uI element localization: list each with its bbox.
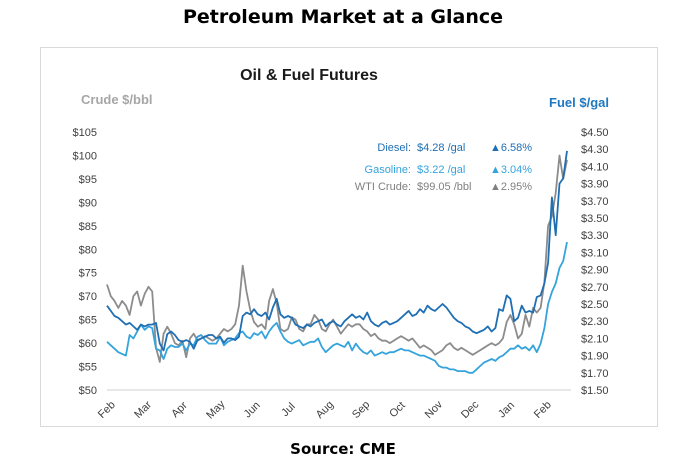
x-tick-label: Jan: [496, 399, 517, 420]
right-tick-label: $3.50: [581, 213, 609, 225]
right-tick-label: $2.30: [581, 316, 609, 328]
right-axis-title: Fuel $/gal: [549, 95, 609, 110]
x-tick-label: Jun: [242, 399, 263, 420]
right-tick-label: $2.50: [581, 299, 609, 311]
left-tick-label: $105: [73, 127, 97, 139]
right-tick-label: $2.70: [581, 282, 609, 294]
left-tick-label: $85: [79, 221, 97, 233]
annotation-label: WTI Crude:: [355, 181, 411, 193]
series-line-diesel: [106, 150, 568, 352]
left-axis-title: Crude $/bbl: [81, 92, 153, 107]
oil-fuel-futures-chart: Oil & Fuel Futures Crude $/bbl Fuel $/ga…: [73, 67, 609, 422]
x-tick-label: May: [204, 398, 228, 422]
series-line-gasoline: [106, 241, 568, 374]
x-tick-label: Sep: [350, 399, 372, 421]
annotation-label: Gasoline:: [365, 164, 411, 176]
x-tick-label: Jul: [279, 401, 297, 419]
x-tick-label: Nov: [423, 398, 446, 421]
right-tick-label: $2.90: [581, 265, 609, 277]
right-axis: $4.50 $4.30 $4.10 $3.90 $3.70 $3.50 $3.30 $3.10…: [581, 127, 609, 397]
left-tick-label: $50: [79, 385, 97, 397]
left-tick-label: $95: [79, 174, 97, 186]
left-tick-label: $100: [73, 150, 97, 162]
x-axis: Feb Mar Apr May Jun Jul Aug Sep Oct Nov Dec Jan Feb: [96, 398, 554, 422]
series-lines: [106, 150, 568, 374]
right-tick-label: $2.10: [581, 333, 609, 345]
annotation-change: ▲6.58%: [490, 142, 532, 154]
page-title: Petroleum Market at a Glance: [182, 6, 504, 28]
right-tick-label: $4.30: [581, 144, 609, 156]
left-axis: $105 $100 $95 $90 $85 $80 $75 $70 $65 $60 $55 $50: [73, 127, 97, 397]
price-annotations: Diesel: $4.28 /gal ▲6.58% Gasoline: $3.22 /g…: [355, 142, 533, 193]
right-tick-label: $3.90: [581, 179, 609, 191]
x-tick-label: Mar: [132, 399, 154, 421]
x-tick-label: Oct: [387, 400, 408, 421]
right-tick-label: $1.50: [581, 385, 609, 397]
x-tick-label: Feb: [96, 399, 118, 421]
right-tick-label: $4.50: [581, 127, 609, 139]
annotation-value: $99.05 /bbl: [417, 181, 471, 193]
chart-title: Oil & Fuel Futures: [240, 67, 378, 84]
annotation-label: Diesel:: [377, 142, 411, 154]
chart-frame: Oil & Fuel Futures Crude $/bbl Fuel $/ga…: [40, 47, 658, 427]
left-tick-label: $70: [79, 291, 97, 303]
left-tick-label: $65: [79, 315, 97, 327]
x-tick-label: Apr: [169, 399, 190, 420]
annotation-change: ▲3.04%: [490, 164, 532, 176]
x-tick-label: Aug: [314, 399, 336, 421]
x-tick-label: Dec: [459, 398, 482, 421]
right-tick-label: $3.30: [581, 230, 609, 242]
annotation-change: ▲2.95%: [490, 181, 532, 193]
right-tick-label: $4.10: [581, 161, 609, 173]
left-tick-label: $75: [79, 268, 97, 280]
right-tick-label: $1.70: [581, 368, 609, 380]
left-tick-label: $80: [79, 244, 97, 256]
right-tick-label: $3.10: [581, 247, 609, 259]
right-tick-label: $3.70: [581, 196, 609, 208]
annotation-value: $4.28 /gal: [417, 142, 465, 154]
left-tick-label: $90: [79, 197, 97, 209]
source-note: Source: CME: [290, 440, 396, 458]
x-tick-label: Feb: [532, 399, 554, 421]
annotation-value: $3.22 /gal: [417, 164, 465, 176]
right-tick-label: $1.90: [581, 351, 609, 363]
left-tick-label: $55: [79, 362, 97, 374]
left-tick-label: $60: [79, 338, 97, 350]
